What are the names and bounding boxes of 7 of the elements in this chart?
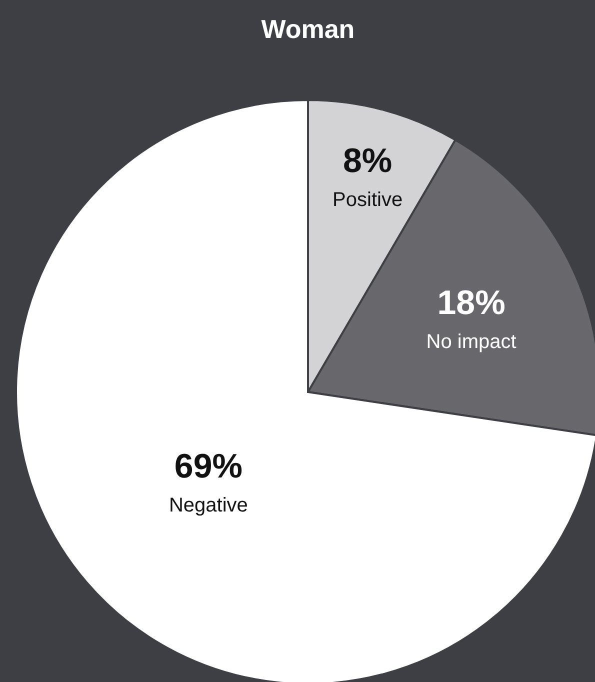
slice-label: Negative: [168, 494, 248, 517]
data-label: 18%: [437, 284, 506, 322]
data-label: 8%: [342, 142, 392, 180]
slice-label: No impact: [426, 330, 517, 353]
data-label: 69%: [174, 448, 242, 486]
chart-title: Woman: [261, 14, 355, 44]
slice-label: Positive: [332, 189, 403, 212]
